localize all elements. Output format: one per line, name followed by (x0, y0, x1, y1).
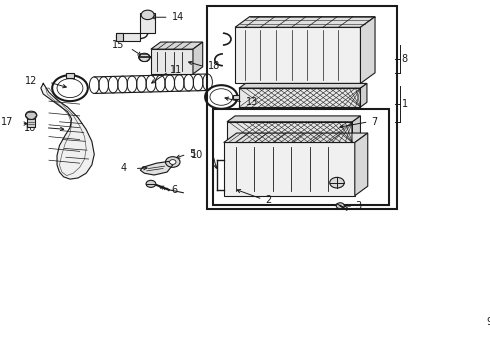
Polygon shape (224, 133, 368, 143)
Bar (207, 6, 397, 209)
Text: 3: 3 (356, 201, 362, 211)
Circle shape (336, 203, 344, 209)
Text: 6: 6 (171, 185, 177, 195)
Bar (140, 13, 155, 33)
Polygon shape (355, 133, 368, 196)
Text: 17: 17 (1, 117, 13, 127)
Bar (66, 73, 74, 77)
Text: 13: 13 (245, 97, 258, 107)
Polygon shape (352, 116, 361, 143)
Circle shape (330, 177, 344, 188)
Polygon shape (239, 84, 367, 88)
Text: 9: 9 (487, 316, 490, 327)
Text: 5: 5 (189, 149, 195, 159)
Circle shape (170, 159, 176, 165)
Circle shape (442, 309, 450, 314)
Text: 12: 12 (25, 76, 38, 86)
Text: 4: 4 (121, 163, 126, 174)
Text: 1: 1 (402, 99, 408, 109)
Circle shape (166, 157, 180, 167)
Bar (235, 27, 361, 84)
Text: 16: 16 (24, 123, 36, 133)
Polygon shape (361, 84, 367, 107)
Text: 7: 7 (371, 117, 377, 127)
Bar (227, 122, 352, 143)
Circle shape (141, 10, 154, 19)
Bar (224, 143, 355, 196)
Text: 14: 14 (172, 12, 184, 22)
Polygon shape (235, 17, 375, 27)
Polygon shape (458, 320, 472, 328)
Circle shape (139, 53, 150, 62)
Polygon shape (193, 42, 203, 74)
Polygon shape (41, 84, 94, 179)
Bar (151, 49, 193, 74)
Polygon shape (227, 116, 361, 122)
Bar (27, 117, 35, 127)
Circle shape (25, 111, 37, 120)
Polygon shape (140, 161, 173, 175)
Polygon shape (361, 17, 375, 84)
Circle shape (146, 180, 156, 188)
Bar (213, 109, 390, 205)
Text: 15: 15 (112, 40, 124, 50)
Bar (116, 33, 122, 41)
Bar (239, 88, 361, 107)
Text: 10: 10 (191, 150, 203, 161)
Text: 8: 8 (402, 54, 408, 64)
Bar (116, 33, 140, 41)
Polygon shape (151, 42, 203, 49)
Text: 18: 18 (208, 61, 220, 71)
Text: 11: 11 (171, 66, 183, 75)
Text: 2: 2 (265, 195, 271, 206)
Bar (233, 95, 239, 99)
